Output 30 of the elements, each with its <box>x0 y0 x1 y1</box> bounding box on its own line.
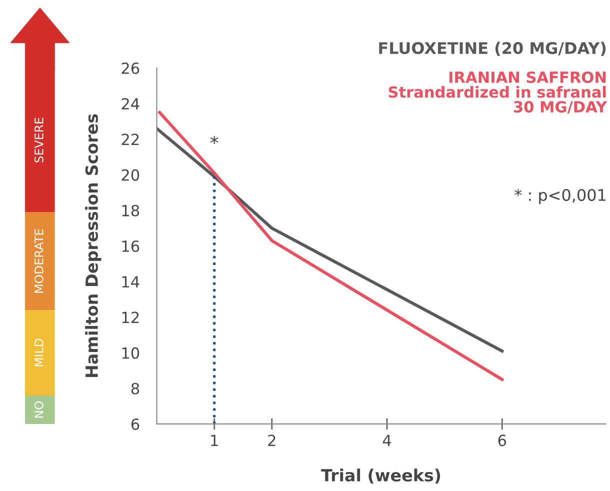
x-tick-label: 2 <box>268 434 276 446</box>
x-tick-label: 1 <box>211 434 218 446</box>
bar <box>25 396 55 424</box>
y-tick-label: 18 <box>122 204 140 216</box>
series-label: SEVERE <box>34 118 44 162</box>
annotation: * <box>210 136 218 144</box>
series-label: NO <box>34 401 44 418</box>
x-axis-title: Trial (weeks) <box>321 468 440 484</box>
y-tick-label: 10 <box>122 347 140 359</box>
x-tick-label: 4 <box>382 434 392 446</box>
x-tick-label: 6 <box>498 434 506 446</box>
y-tick-label: 22 <box>122 134 139 146</box>
series-label: MILD <box>34 338 44 366</box>
y-tick-label: 26 <box>122 62 140 74</box>
line-series <box>158 110 504 382</box>
bar <box>25 212 55 310</box>
line-series <box>156 126 504 353</box>
series-label: MODERATE <box>34 229 44 293</box>
text: IRANIAN SAFFRON Strandardized in safranal 30 MG/DAY <box>388 71 608 114</box>
y-tick-label: 24 <box>122 98 140 110</box>
y-tick-label: 12 <box>122 312 139 323</box>
y-tick-label: 20 <box>122 169 140 181</box>
text: FLUOXETINE (20 MG/DAY) <box>379 42 606 56</box>
y-axis-title: Hamilton Depression Scores <box>85 114 102 378</box>
bar <box>25 310 55 396</box>
y-tick-label: 6 <box>131 418 140 430</box>
y-tick-label: 8 <box>131 382 140 394</box>
annotation: * : p<0,001 <box>514 188 606 204</box>
y-tick-label: 16 <box>122 240 140 252</box>
y-tick-label: 14 <box>122 276 140 288</box>
